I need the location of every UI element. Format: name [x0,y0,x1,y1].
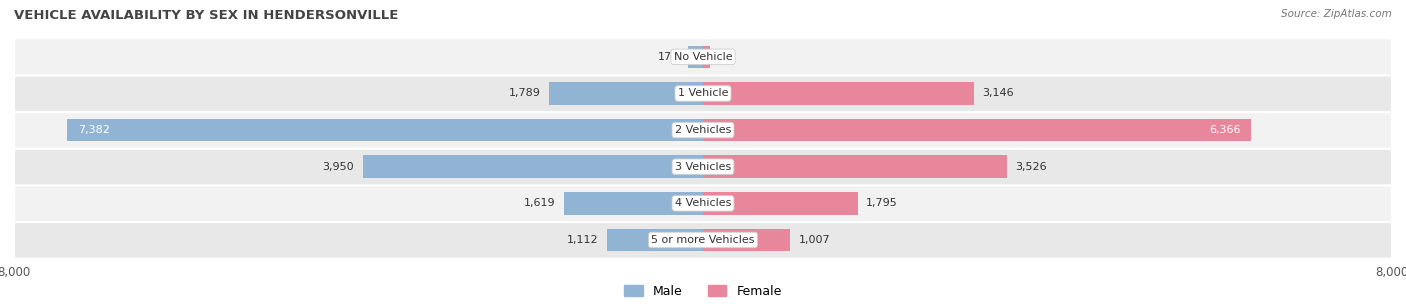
Bar [703,82,974,105]
Text: 7,382: 7,382 [77,125,110,135]
Text: 1,007: 1,007 [799,235,830,245]
Text: 3 Vehicles: 3 Vehicles [675,162,731,172]
Bar [703,46,710,68]
Legend: Male, Female: Male, Female [619,280,787,303]
Text: 3,950: 3,950 [322,162,354,172]
Text: 77: 77 [718,52,733,62]
Text: 175: 175 [658,52,679,62]
Bar [688,46,703,68]
FancyBboxPatch shape [14,221,1392,259]
Bar [703,155,1007,178]
FancyBboxPatch shape [14,148,1392,185]
Text: 1,795: 1,795 [866,198,898,208]
Text: Source: ZipAtlas.com: Source: ZipAtlas.com [1281,9,1392,19]
Text: 1,112: 1,112 [567,235,599,245]
Text: 3,526: 3,526 [1015,162,1047,172]
Text: 1,619: 1,619 [523,198,555,208]
Text: 6,366: 6,366 [1209,125,1241,135]
FancyBboxPatch shape [14,185,1392,222]
Text: 5 or more Vehicles: 5 or more Vehicles [651,235,755,245]
Text: 2 Vehicles: 2 Vehicles [675,125,731,135]
Bar [703,119,1251,141]
Bar [67,119,703,141]
Text: 1,789: 1,789 [509,88,540,99]
FancyBboxPatch shape [14,38,1392,76]
Bar [564,192,703,215]
Text: 1 Vehicle: 1 Vehicle [678,88,728,99]
FancyBboxPatch shape [14,75,1392,112]
Bar [607,229,703,251]
Text: 4 Vehicles: 4 Vehicles [675,198,731,208]
Bar [703,229,790,251]
Bar [363,155,703,178]
Bar [548,82,703,105]
FancyBboxPatch shape [14,111,1392,149]
Text: 3,146: 3,146 [983,88,1014,99]
Bar [703,192,858,215]
Text: No Vehicle: No Vehicle [673,52,733,62]
Text: VEHICLE AVAILABILITY BY SEX IN HENDERSONVILLE: VEHICLE AVAILABILITY BY SEX IN HENDERSON… [14,9,398,22]
